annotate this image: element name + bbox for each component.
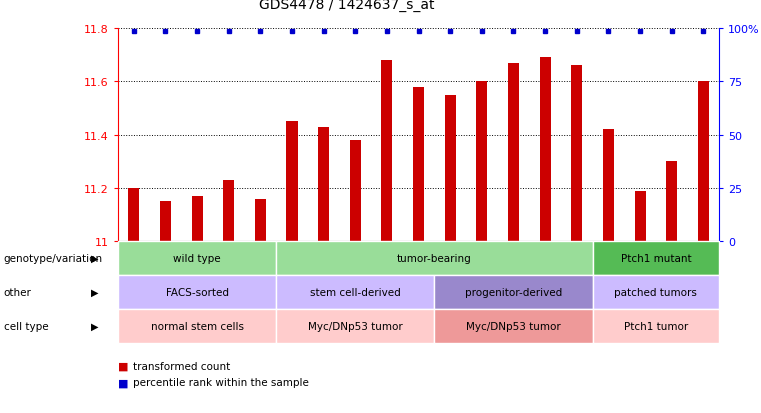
Bar bbox=[129, 188, 139, 242]
Text: percentile rank within the sample: percentile rank within the sample bbox=[133, 377, 309, 387]
Text: Ptch1 tumor: Ptch1 tumor bbox=[624, 321, 688, 331]
Bar bbox=[286, 122, 298, 242]
Bar bbox=[192, 197, 202, 242]
Text: Myc/DNp53 tumor: Myc/DNp53 tumor bbox=[466, 321, 561, 331]
Text: ▶: ▶ bbox=[91, 287, 99, 297]
Bar bbox=[381, 61, 393, 242]
Bar bbox=[540, 58, 551, 242]
Text: normal stem cells: normal stem cells bbox=[151, 321, 244, 331]
Text: Myc/DNp53 tumor: Myc/DNp53 tumor bbox=[308, 321, 403, 331]
Bar bbox=[603, 130, 614, 242]
Text: FACS-sorted: FACS-sorted bbox=[166, 287, 228, 297]
Text: ▶: ▶ bbox=[91, 254, 99, 263]
Text: GDS4478 / 1424637_s_at: GDS4478 / 1424637_s_at bbox=[259, 0, 435, 12]
Bar bbox=[413, 88, 424, 242]
Bar bbox=[572, 66, 582, 242]
Text: tumor-bearing: tumor-bearing bbox=[397, 254, 472, 263]
Text: Ptch1 mutant: Ptch1 mutant bbox=[620, 254, 691, 263]
Text: transformed count: transformed count bbox=[133, 361, 231, 371]
Bar bbox=[508, 64, 519, 242]
Bar bbox=[635, 191, 645, 242]
Text: patched tumors: patched tumors bbox=[614, 287, 697, 297]
Bar bbox=[350, 140, 361, 242]
Text: wild type: wild type bbox=[174, 254, 221, 263]
Bar bbox=[160, 202, 171, 242]
Bar bbox=[255, 199, 266, 242]
Text: cell type: cell type bbox=[4, 321, 49, 331]
Text: progenitor-derived: progenitor-derived bbox=[465, 287, 562, 297]
Bar bbox=[476, 82, 487, 242]
Text: stem cell-derived: stem cell-derived bbox=[310, 287, 400, 297]
Bar bbox=[318, 127, 330, 242]
Text: ▶: ▶ bbox=[91, 321, 99, 331]
Text: ■: ■ bbox=[118, 377, 129, 387]
Bar bbox=[444, 95, 456, 242]
Text: ■: ■ bbox=[118, 361, 129, 371]
Text: other: other bbox=[4, 287, 32, 297]
Bar bbox=[698, 82, 708, 242]
Text: genotype/variation: genotype/variation bbox=[4, 254, 103, 263]
Bar bbox=[223, 180, 234, 242]
Bar bbox=[666, 162, 677, 242]
